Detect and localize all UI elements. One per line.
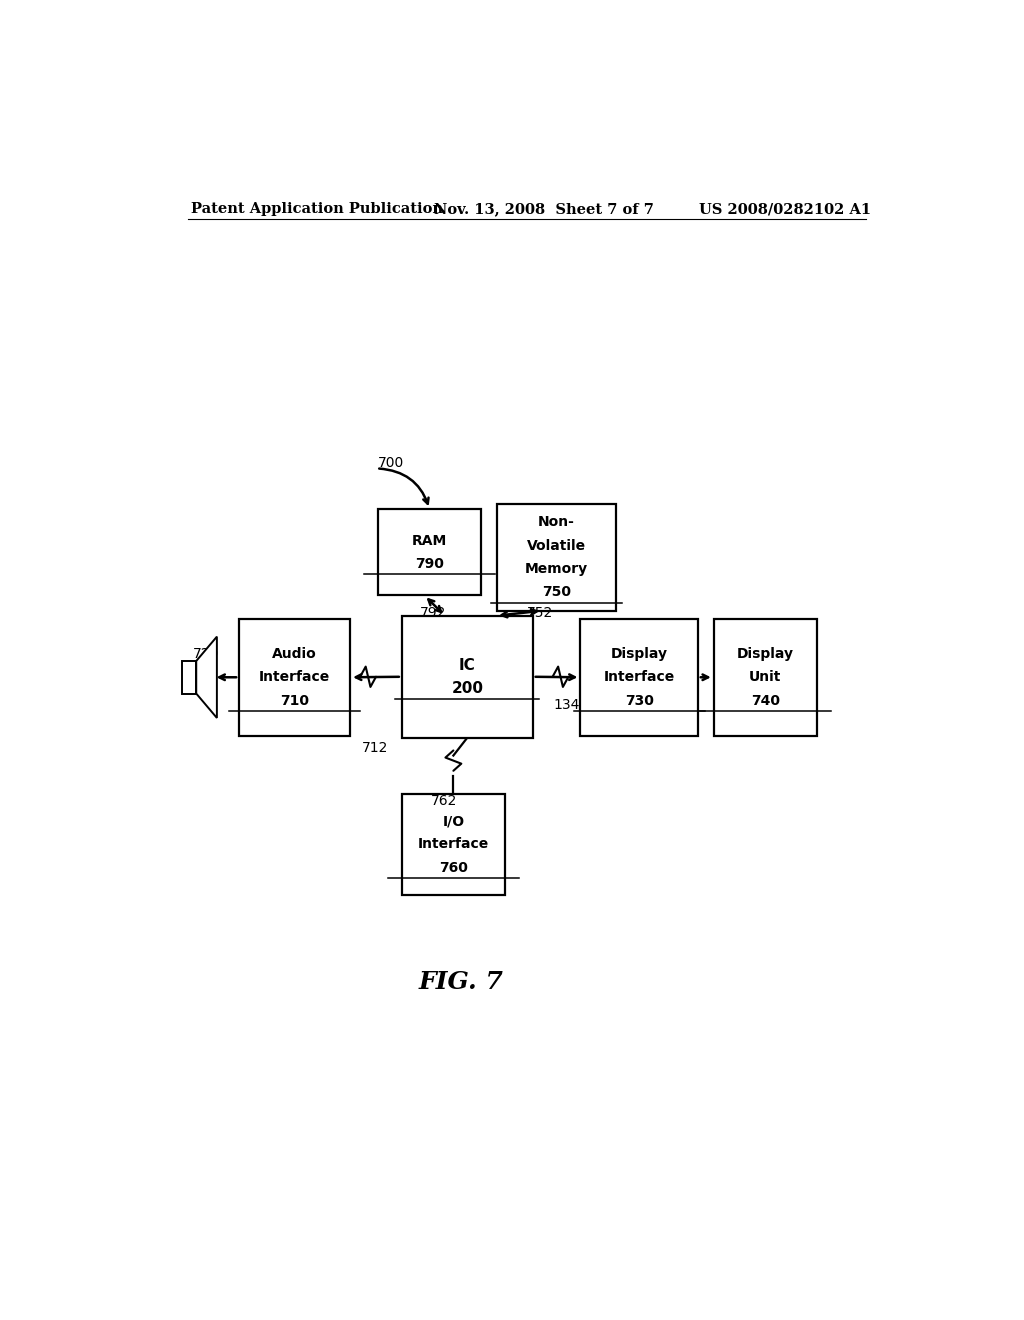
Text: IC: IC bbox=[459, 657, 475, 673]
Bar bbox=[401, 615, 532, 738]
Text: Interface: Interface bbox=[603, 671, 675, 684]
Bar bbox=[581, 619, 697, 735]
Text: 750: 750 bbox=[542, 585, 571, 599]
Text: 792: 792 bbox=[420, 606, 446, 619]
Text: Nov. 13, 2008  Sheet 7 of 7: Nov. 13, 2008 Sheet 7 of 7 bbox=[433, 202, 653, 216]
Text: 710: 710 bbox=[281, 693, 309, 708]
Text: Non-: Non- bbox=[538, 515, 575, 529]
Text: 712: 712 bbox=[362, 741, 388, 755]
Bar bbox=[182, 661, 197, 693]
Text: 700: 700 bbox=[378, 457, 404, 470]
Text: Memory: Memory bbox=[525, 562, 588, 576]
Text: 730: 730 bbox=[625, 693, 653, 708]
Text: I/O: I/O bbox=[442, 814, 465, 828]
Polygon shape bbox=[197, 636, 217, 718]
Bar bbox=[497, 504, 616, 611]
Text: 760: 760 bbox=[439, 861, 468, 875]
Text: Unit: Unit bbox=[750, 671, 781, 684]
Text: 762: 762 bbox=[431, 793, 458, 808]
Text: 740: 740 bbox=[751, 693, 779, 708]
Text: Interface: Interface bbox=[418, 837, 489, 851]
Bar bbox=[714, 619, 817, 735]
Text: US 2008/0282102 A1: US 2008/0282102 A1 bbox=[699, 202, 871, 216]
Text: 200: 200 bbox=[452, 681, 483, 696]
Bar bbox=[401, 793, 505, 895]
Text: FIG. 7: FIG. 7 bbox=[419, 970, 504, 994]
Text: Audio: Audio bbox=[272, 647, 317, 661]
Bar bbox=[240, 619, 350, 735]
Text: 752: 752 bbox=[526, 606, 553, 619]
Text: Display: Display bbox=[610, 647, 668, 661]
Text: 720: 720 bbox=[194, 647, 219, 661]
Text: Display: Display bbox=[736, 647, 794, 661]
Text: 790: 790 bbox=[415, 557, 444, 572]
Text: 134: 134 bbox=[553, 698, 580, 713]
Text: Patent Application Publication: Patent Application Publication bbox=[191, 202, 443, 216]
Text: Volatile: Volatile bbox=[527, 539, 586, 553]
Bar bbox=[378, 510, 481, 595]
Text: RAM: RAM bbox=[412, 533, 447, 548]
Text: Interface: Interface bbox=[259, 671, 331, 684]
